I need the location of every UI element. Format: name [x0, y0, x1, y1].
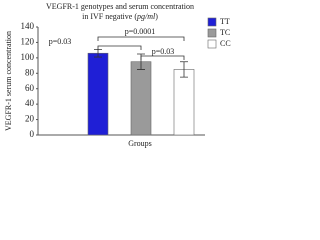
legend-swatch	[207, 17, 217, 27]
annotation: p=0.03	[152, 47, 175, 56]
error-bar	[180, 61, 188, 78]
x-axis-label: Groups	[128, 139, 152, 148]
legend-swatch	[207, 28, 217, 38]
y-tick-label: 60	[25, 83, 35, 93]
y-tick-label: 100	[21, 52, 35, 62]
y-tick-label: 0	[30, 129, 35, 139]
bar	[87, 52, 109, 136]
y-tick-label: 140	[21, 21, 35, 31]
title-line: in IVF negative (	[82, 12, 137, 21]
y-tick-label: 20	[25, 114, 35, 124]
chart-title: VEGFR-1 genotypes and serum concentratio…	[46, 2, 194, 11]
significance-bracket	[140, 55, 185, 60]
legend-label: TT	[220, 17, 230, 26]
title-line: )	[155, 12, 158, 21]
y-axis-label: VEGFR-1 serum concentration	[4, 31, 13, 131]
page: {"chart_data": {"type": "bar", "title": …	[3, 1, 231, 148]
y-tick-label: 120	[21, 36, 35, 46]
chart-title: in IVF negative (pg/ml)	[82, 12, 158, 21]
title-unit: pg/ml	[136, 12, 156, 21]
significance-bracket	[97, 45, 142, 50]
bar	[173, 69, 195, 136]
annotation: p=0.0001	[125, 27, 156, 36]
legend-label: TC	[220, 28, 230, 37]
bar	[130, 61, 152, 136]
legend-swatch	[207, 39, 217, 49]
legend-label: CC	[220, 39, 231, 48]
y-tick-label: 80	[25, 67, 35, 77]
y-tick-label: 40	[25, 98, 35, 108]
significance-bracket	[97, 36, 185, 41]
annotation: p=0.03	[49, 37, 72, 46]
chart: VEGFR-1 genotypes and serum concentratio…	[4, 2, 231, 148]
title-line: VEGFR-1 genotypes and serum concentratio…	[46, 2, 194, 11]
